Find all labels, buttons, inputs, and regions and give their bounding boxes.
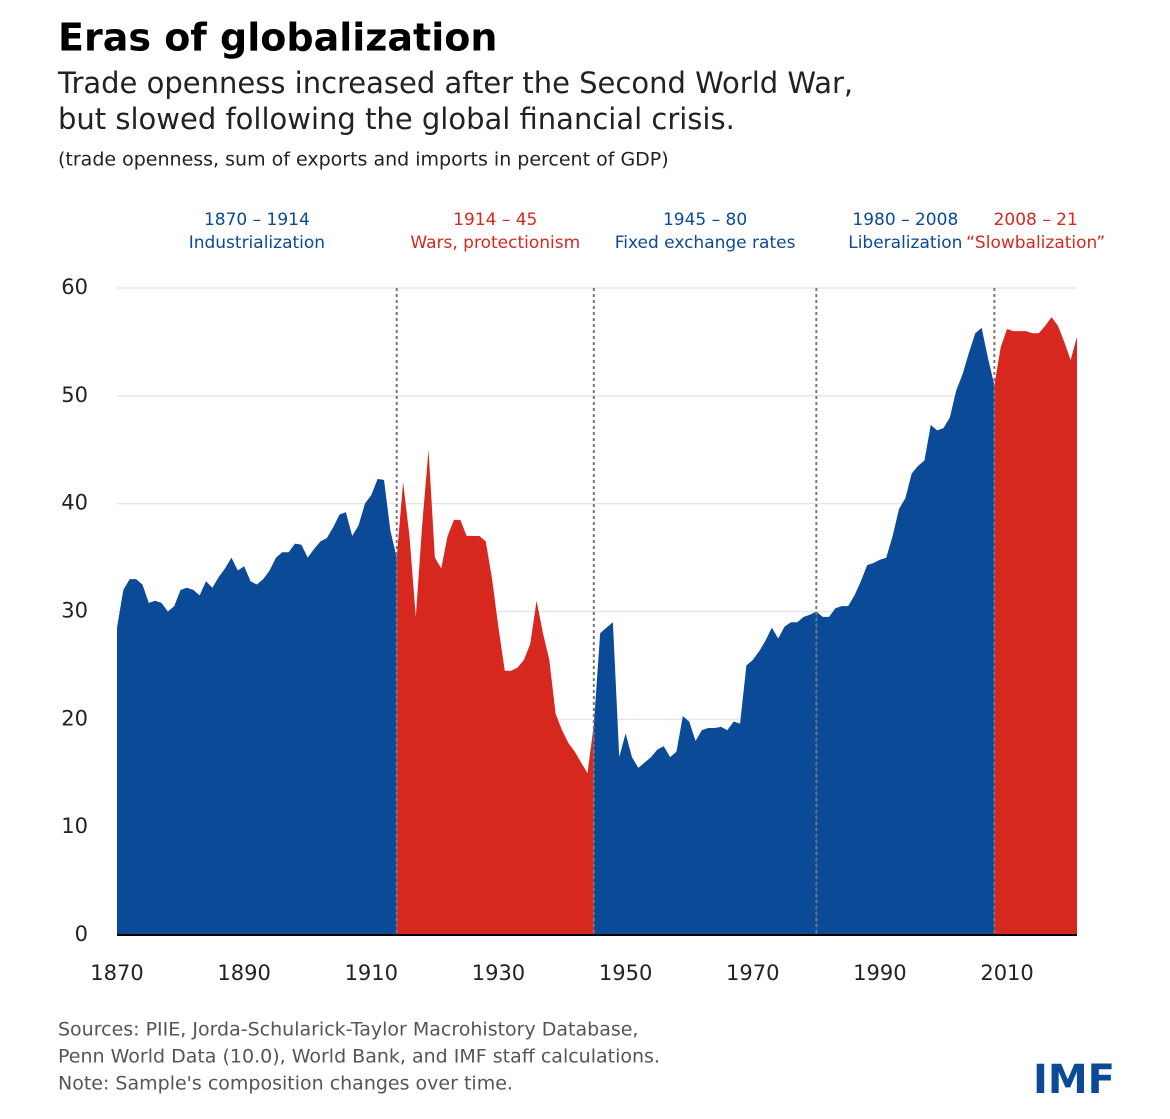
y-tick-label: 60 — [61, 275, 88, 299]
subtitle: Trade openness increased after the Secon… — [57, 66, 853, 100]
chart-title: Eras of globalization — [58, 16, 497, 60]
source-line: Note: Sample's composition changes over … — [58, 1073, 513, 1095]
era-area — [816, 327, 995, 936]
x-tick-label: 2010 — [980, 961, 1033, 985]
era-area — [396, 449, 594, 935]
logo: IMF — [1033, 1057, 1115, 1103]
units-note: (trade openness, sum of exports and impo… — [58, 149, 669, 171]
x-tick-label: 1970 — [726, 961, 779, 985]
x-tick-label: 1870 — [90, 961, 143, 985]
era-name: “Slowbalization” — [966, 233, 1105, 253]
era-name: Wars, protectionism — [410, 233, 580, 253]
y-tick-label: 50 — [61, 383, 88, 407]
y-tick-label: 0 — [75, 922, 88, 946]
y-tick-label: 30 — [61, 599, 88, 623]
x-tick-label: 1910 — [345, 961, 398, 985]
era-period: 2008 – 21 — [994, 210, 1078, 230]
era-period: 1980 – 2008 — [852, 210, 958, 230]
x-tick-label: 1990 — [853, 961, 906, 985]
era-area — [593, 611, 817, 935]
era-period: 1914 – 45 — [453, 210, 537, 230]
source-line: Sources: PIIE, Jorda-Schularick-Taylor M… — [58, 1019, 638, 1041]
era-name: Fixed exchange rates — [615, 233, 796, 253]
era-area — [994, 317, 1077, 935]
source-line: Penn World Data (10.0), World Bank, and … — [58, 1046, 660, 1068]
x-tick-label: 1950 — [599, 961, 652, 985]
subtitle: but slowed following the global financia… — [58, 102, 735, 136]
era-name: Liberalization — [848, 233, 962, 253]
era-period: 1870 – 1914 — [204, 210, 310, 230]
x-tick-label: 1930 — [472, 961, 525, 985]
y-tick-label: 40 — [61, 491, 88, 515]
y-tick-label: 10 — [61, 814, 88, 838]
era-period: 1945 – 80 — [663, 210, 747, 230]
era-area — [117, 478, 397, 935]
y-tick-label: 20 — [61, 706, 88, 730]
x-tick-label: 1890 — [217, 961, 270, 985]
era-name: Industrialization — [189, 233, 325, 253]
